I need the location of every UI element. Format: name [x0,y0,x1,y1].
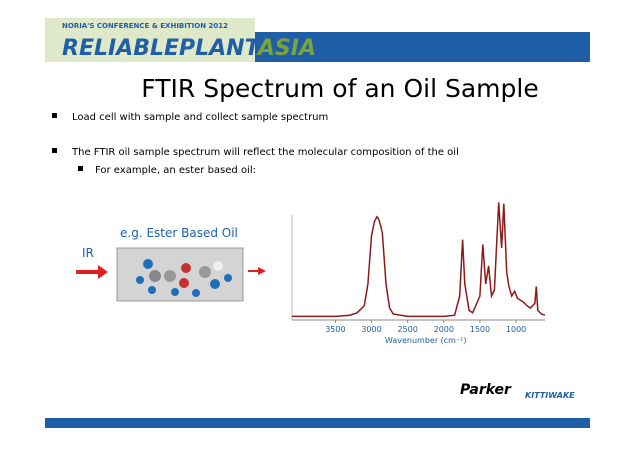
x-tick-label: 1500 [470,325,490,334]
x-tick-label: 3000 [361,325,381,334]
slide-title: FTIR Spectrum of an Oil Sample [141,74,538,103]
output-arrow [248,267,266,275]
x-tick-label: 2000 [434,325,454,334]
spectrum-chart: 3500 3000 2500 2000 1500 1000 Wavenumber (cm⁻¹… [291,202,546,345]
x-tick-label: 2500 [397,325,417,334]
logo-plate [45,18,255,62]
logo: RELIABLEPLANTASIA [62,36,316,61]
ir-label: IR [82,246,94,260]
figure-caption: e.g. Ester Based Oil [120,226,238,240]
footer-bar [45,418,590,428]
logo-accent: ASIA [256,36,316,61]
sample-box [116,247,244,302]
x-tick-label: 1000 [506,325,526,334]
kittiwake-logo: KITTIWAKE [525,391,575,400]
x-axis-label: Wavenumber (cm⁻¹) [385,336,467,345]
sub-bullet [78,166,83,171]
spectrum-line [292,202,546,318]
logo-main: RELIABLEPLANT [62,36,262,61]
x-tick-label: 3500 [325,325,345,334]
bullet-text: The FTIR oil sample spectrum will reflec… [71,147,459,158]
molecule [136,259,232,297]
parker-logo: Parker [460,382,512,398]
ir-arrow [76,265,108,279]
kicker: NORIA'S CONFERENCE & EXHIBITION 2012 [62,22,228,30]
bullet [52,113,57,118]
bullet-text: Load cell with sample and collect sample… [72,112,328,123]
sub-bullet-text: For example, an ester based oil: [95,165,256,176]
bullet [52,148,57,153]
